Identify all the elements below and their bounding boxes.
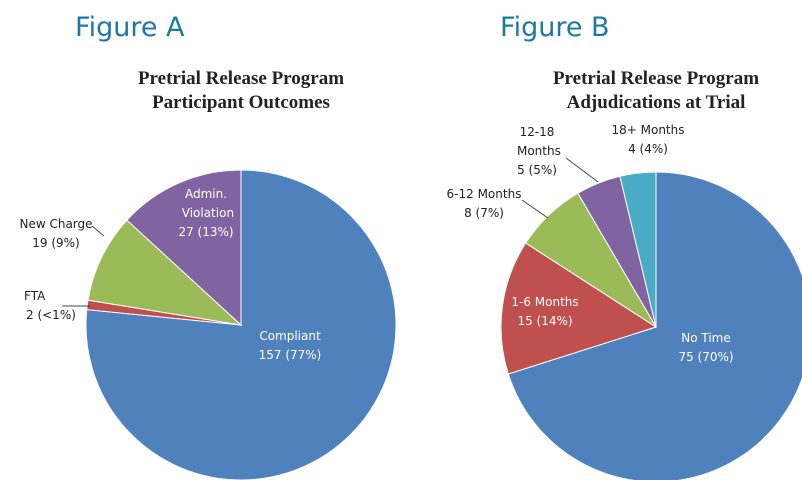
slice-label: 18+ Months [611,123,684,137]
chart-title: Participant Outcomes [152,92,330,113]
value-label: 19 (9%) [32,236,79,250]
value-label: 2 (<1%) [26,308,76,322]
chart-title: Pretrial Release Program [553,68,759,89]
value-label: 157 (77%) [259,348,322,362]
pie-slice [619,171,657,328]
slice-label: No Time [681,331,731,345]
figure-label: Figure B [500,12,610,43]
label-line: Months [513,144,561,158]
pie-slice [507,171,802,480]
slice-label: 1-6 Months [511,295,578,309]
slice-label: FTA [24,289,46,303]
chart-title: Pretrial Release Program [138,68,344,89]
value-label: 4 (4%) [628,142,668,156]
pie-slice [500,242,658,375]
slice-label: Compliant [259,329,321,343]
leader-line [91,225,105,237]
value-label: 75 (70%) [678,350,733,364]
slice-label: Admin. Violation [178,187,234,220]
label-line: Admin. [185,187,227,201]
value-label: 5 (5%) [517,163,557,177]
slice-label: 12-18 Months [513,125,561,158]
label-line: Violation [178,206,234,220]
chart-title: Adjudications at Trial [567,92,746,113]
slice-label: New Charge [19,217,92,231]
label-line: 12-18 [520,125,555,139]
figure-label: Figure A [75,12,185,43]
leader-line [521,199,549,219]
leader-line [565,157,599,183]
value-label: 27 (13%) [178,225,233,239]
value-label: 15 (14%) [517,314,572,328]
value-label: 8 (7%) [464,206,504,220]
slice-label: 6-12 Months [447,187,522,201]
pie-slice [126,169,242,327]
pie-slice [87,219,243,326]
